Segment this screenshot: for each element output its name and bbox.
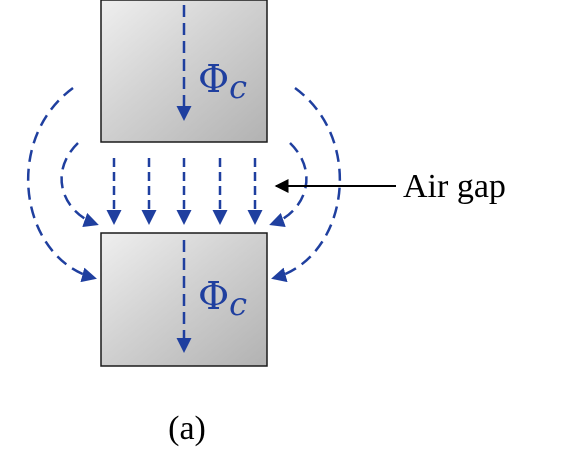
right-inner-fringing-arrow xyxy=(269,142,308,228)
lower-flux-symbol: Φ xyxy=(198,274,229,318)
lower-flux-label: Φc xyxy=(198,274,247,323)
figure-caption: (a) xyxy=(168,410,206,447)
fringing-flux-curves xyxy=(27,86,341,283)
upper-flux-symbol: Φ xyxy=(198,57,229,101)
left-inner-fringing-arrow xyxy=(60,142,99,228)
gap-flux-arrows xyxy=(106,158,263,225)
air-gap-label: Air gap xyxy=(403,168,506,205)
lower-flux-subscript: c xyxy=(229,285,247,323)
right-outer-fringing-arrow xyxy=(271,86,341,283)
upper-flux-subscript: c xyxy=(229,68,247,106)
left-outer-fringing-arrow xyxy=(27,86,97,283)
upper-flux-label: Φc xyxy=(198,57,247,106)
